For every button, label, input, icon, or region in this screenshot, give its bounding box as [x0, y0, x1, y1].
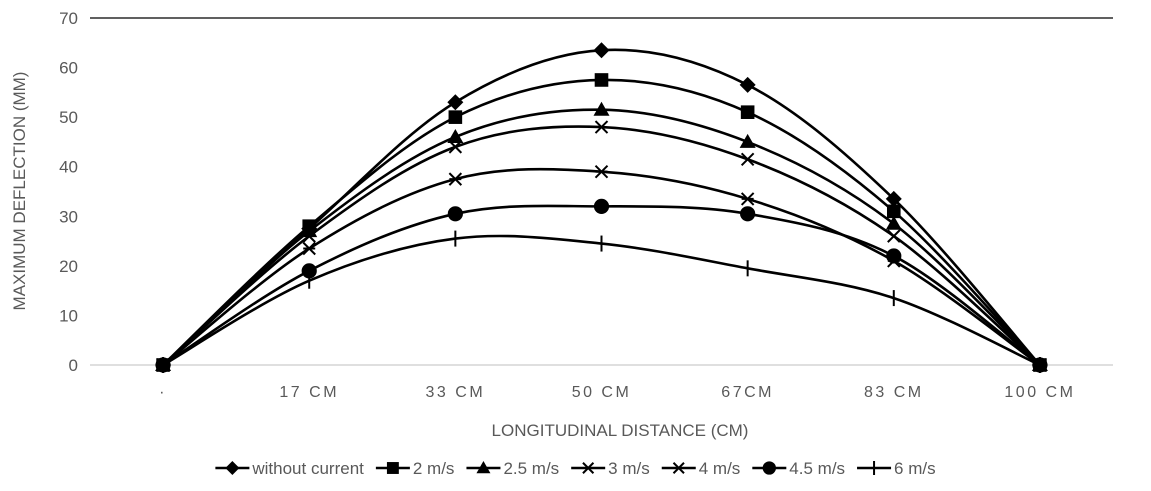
series-6-m-s [162, 230, 1041, 373]
series-line [162, 234, 1041, 367]
legend-label: 2 m/s [413, 459, 455, 478]
data-point [447, 128, 464, 143]
data-point [594, 73, 609, 87]
legend-item: without current [215, 459, 364, 478]
y-axis-title: MAXIMUM DEFLECTION (MM) [10, 72, 29, 311]
legend-item: 6 m/s [857, 459, 936, 478]
x-tick-label: · [159, 384, 167, 401]
legend-item: 4 m/s [661, 459, 741, 478]
legend-label: 2.5 m/s [503, 459, 559, 478]
data-point [302, 241, 316, 256]
data-point [740, 192, 755, 206]
series-layer [155, 42, 1048, 373]
y-tick-label: 40 [59, 158, 78, 177]
x-tick-label: 100 CM [1004, 384, 1075, 401]
data-point [447, 206, 463, 222]
data-point [886, 248, 902, 264]
data-point [448, 172, 463, 186]
data-point [448, 140, 463, 154]
legend-item: 4.5 m/s [752, 459, 845, 478]
data-point [739, 133, 756, 148]
x-tick-label: 83 CM [864, 384, 924, 401]
x-tick-label: 17 CM [279, 384, 339, 401]
legend-marker [225, 461, 240, 475]
series-line [162, 167, 1041, 367]
data-point [740, 152, 755, 166]
legend-marker [476, 461, 491, 474]
data-point [447, 94, 464, 111]
y-tick-labels: 0 10 20 30 40 50 60 70 [59, 9, 78, 375]
x-tick-label: 67CM [721, 384, 774, 401]
data-point [594, 164, 609, 179]
data-point [448, 110, 463, 124]
y-tick-label: 30 [59, 207, 78, 226]
legend-item: 3 m/s [571, 459, 650, 478]
legend-label: 4.5 m/s [789, 459, 845, 478]
data-point [302, 229, 316, 243]
y-tick-label: 0 [69, 356, 78, 375]
legend-marker [386, 462, 399, 474]
data-point [740, 105, 755, 119]
data-point [593, 42, 610, 59]
legend-marker [672, 462, 685, 474]
x-tick-labels: · 17 CM 33 CM 50 CM 67CM 83 CM 100 CM [159, 384, 1075, 401]
legend-marker [762, 461, 776, 475]
data-point [593, 198, 610, 214]
series-4-5-m-s [155, 198, 1048, 373]
legend-label: without current [251, 459, 364, 478]
data-point [301, 263, 317, 279]
plot-frame [90, 17, 1113, 366]
data-point [594, 120, 609, 134]
legend-marker [582, 462, 595, 474]
legend: without current 2 m/s 2.5 m/s 3 m/s 4 m/s 4.5… [215, 459, 936, 478]
y-tick-label: 10 [59, 306, 78, 325]
y-tick-label: 70 [59, 9, 78, 28]
data-point [886, 204, 901, 219]
data-point [593, 101, 610, 116]
legend-item: 2 m/s [375, 459, 455, 478]
legend-item: 2.5 m/s [466, 459, 559, 478]
y-tick-label: 50 [59, 108, 78, 127]
legend-label: 6 m/s [894, 459, 936, 478]
y-tick-label: 20 [59, 257, 78, 276]
legend-label: 3 m/s [608, 459, 650, 478]
x-tick-label: 50 CM [572, 384, 632, 401]
series-line [162, 204, 1041, 367]
data-point [885, 215, 902, 230]
series-2-m-s [156, 73, 1047, 372]
data-point [740, 206, 756, 222]
data-point [739, 76, 756, 93]
data-point [885, 190, 902, 207]
series-line [162, 78, 1041, 366]
x-axis-title: LONGITUDINAL DISTANCE (CM) [492, 421, 749, 440]
x-tick-label: 33 CM [426, 384, 486, 401]
data-point [887, 229, 901, 243]
y-tick-label: 60 [59, 59, 78, 78]
legend-label: 4 m/s [699, 459, 741, 478]
